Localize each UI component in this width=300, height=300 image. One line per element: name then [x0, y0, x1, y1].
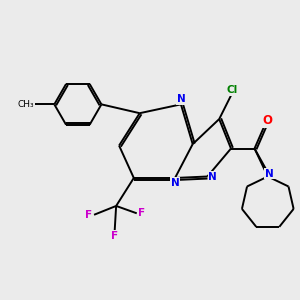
Text: F: F: [138, 208, 145, 218]
Text: F: F: [85, 210, 92, 220]
Text: N: N: [265, 169, 274, 178]
Text: N: N: [176, 94, 185, 104]
Text: O: O: [263, 114, 273, 127]
Text: N: N: [171, 178, 179, 188]
Text: CH₃: CH₃: [17, 100, 34, 109]
Text: F: F: [111, 231, 118, 241]
Text: N: N: [266, 169, 275, 178]
Text: Cl: Cl: [227, 85, 238, 95]
Text: N: N: [208, 172, 217, 182]
